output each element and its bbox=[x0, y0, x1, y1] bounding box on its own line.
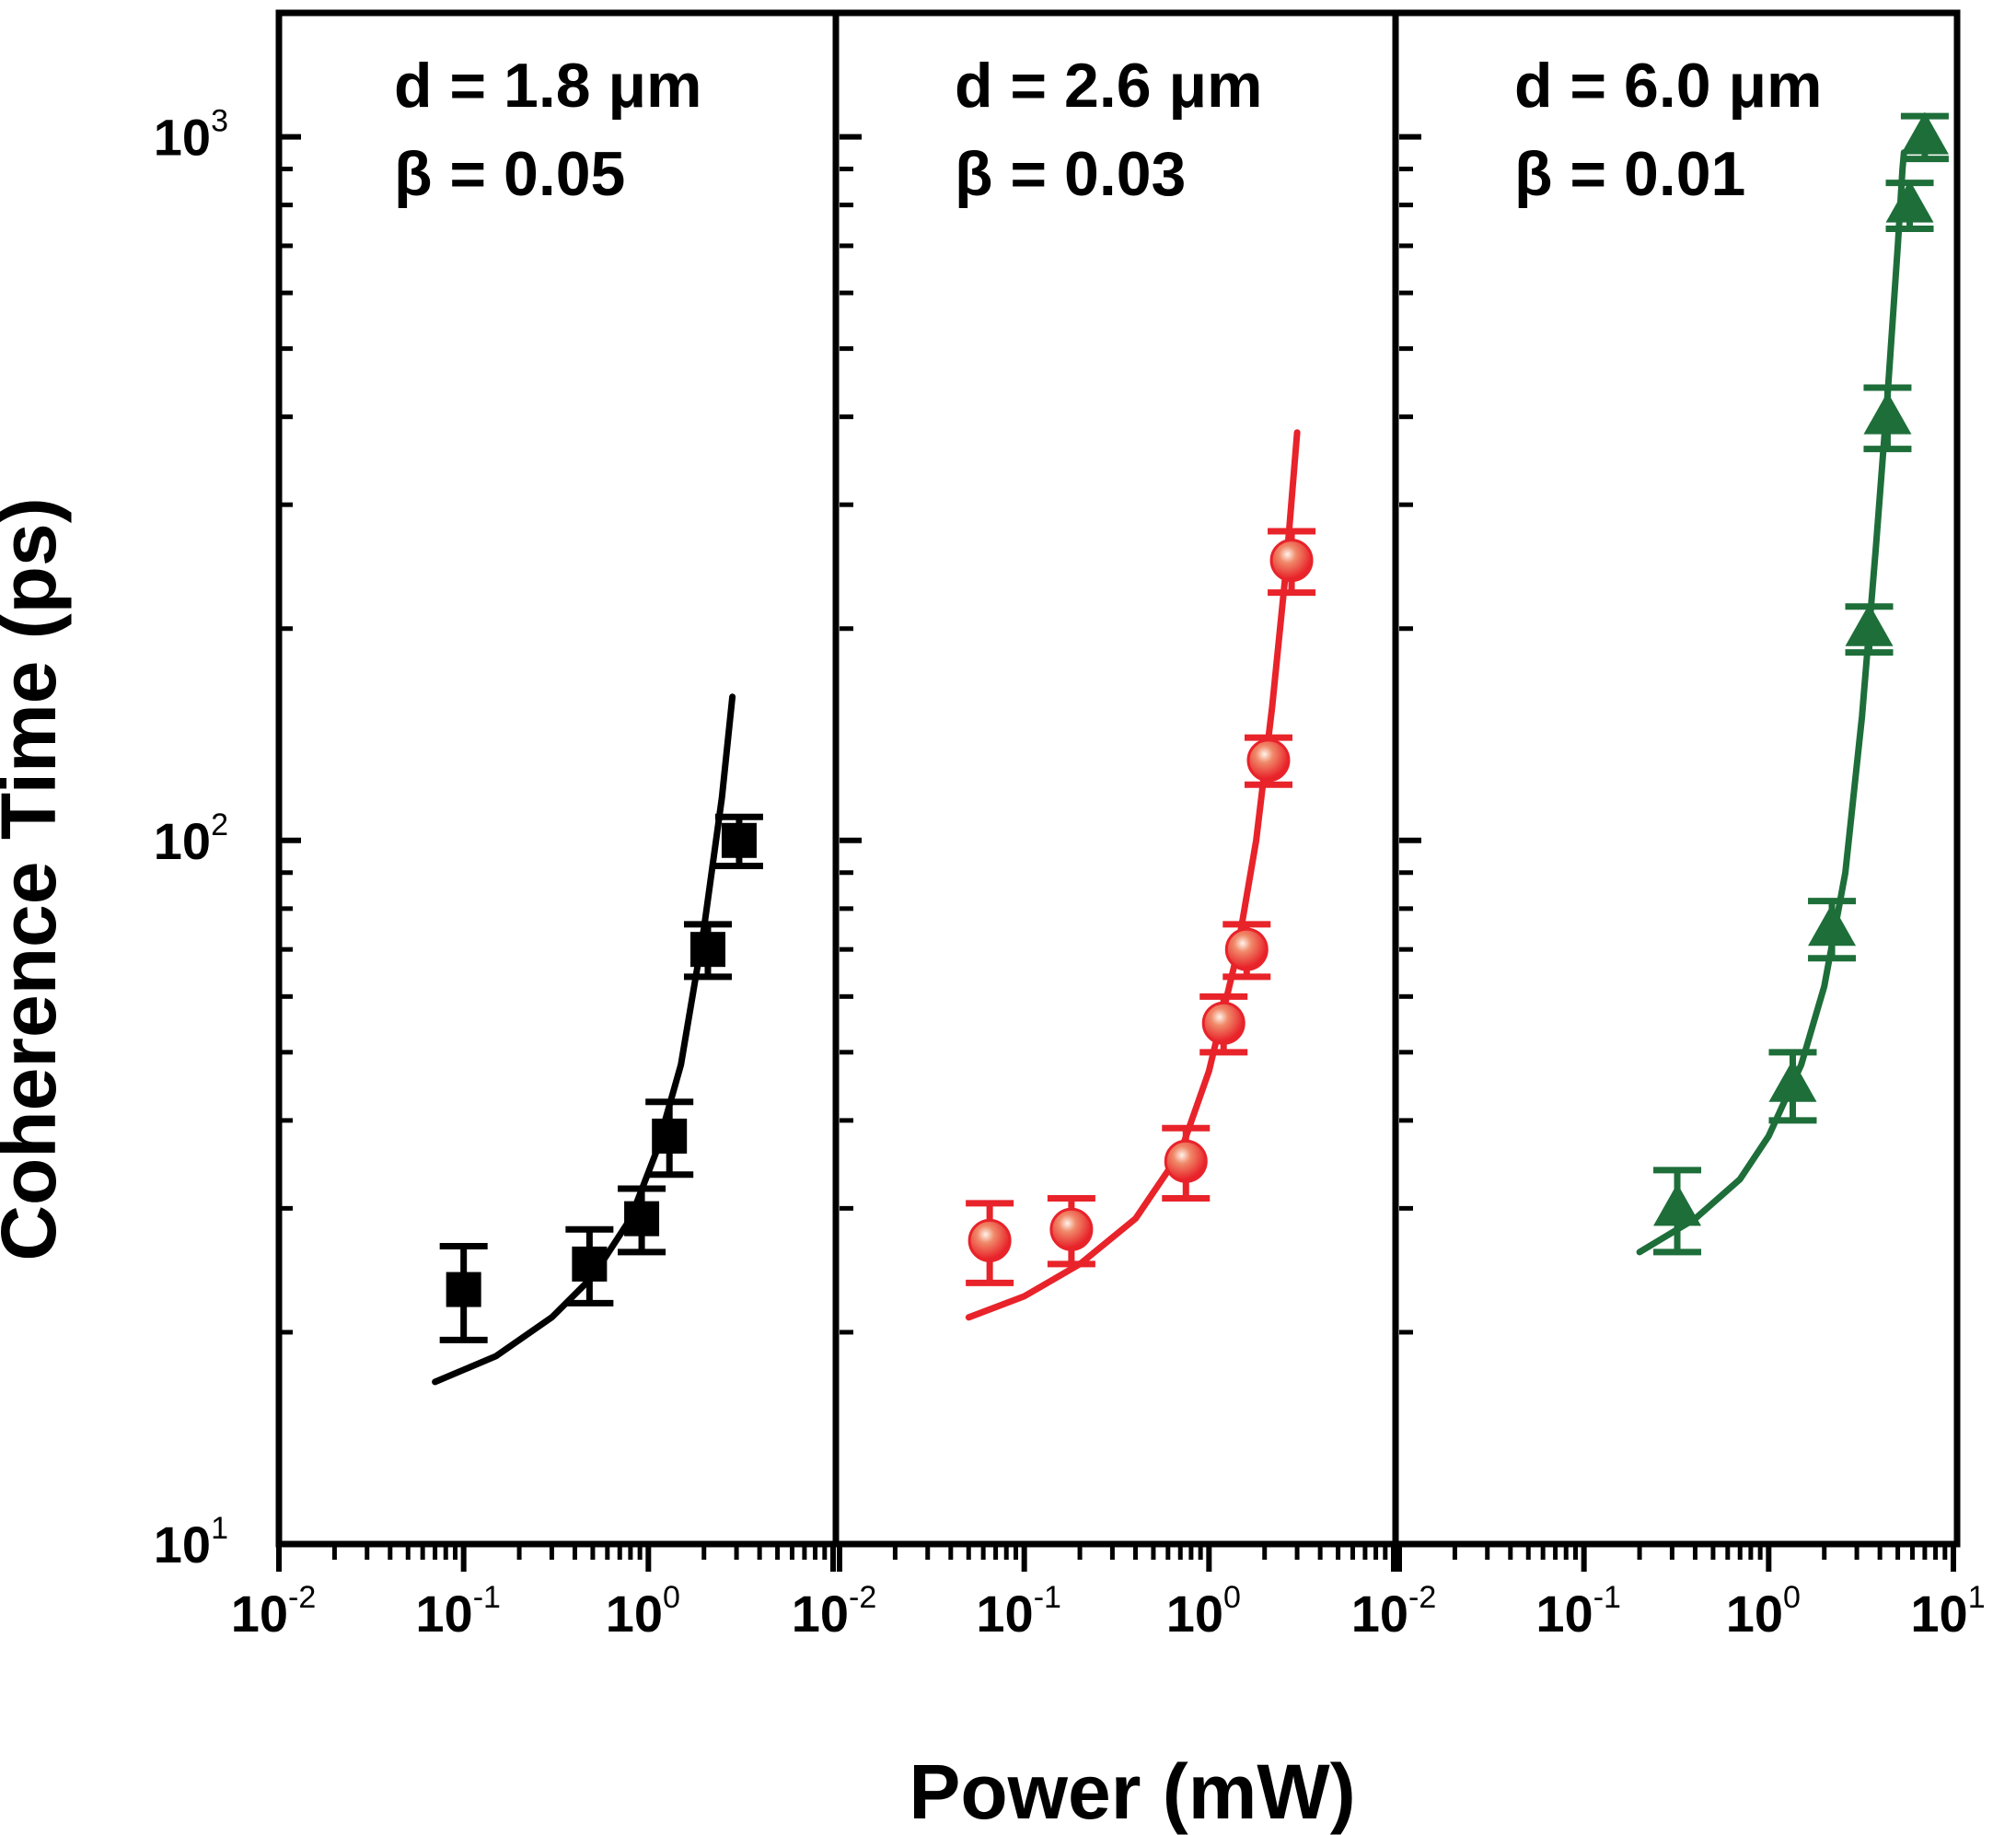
y-tick-label-exponent: 2 bbox=[211, 807, 228, 842]
circle-marker bbox=[1049, 1207, 1094, 1251]
x-tick-label: 10-1 bbox=[976, 1580, 1061, 1643]
circle-marker bbox=[1224, 927, 1269, 971]
data-point bbox=[1199, 993, 1248, 1056]
square-marker bbox=[689, 932, 725, 968]
data-point bbox=[1268, 528, 1316, 597]
panel-title: d = 2.6 μm bbox=[955, 51, 1263, 121]
x-tick-label: 101 bbox=[1910, 1580, 1985, 1643]
data-point bbox=[1863, 384, 1912, 453]
panel-subtitle: β = 0.03 bbox=[955, 139, 1186, 209]
x-tick-label-base: 10 bbox=[792, 1585, 849, 1643]
x-tick-label: 10-1 bbox=[415, 1580, 501, 1643]
plot-frame bbox=[275, 9, 1961, 1548]
square-marker bbox=[572, 1246, 608, 1282]
y-tick-label-exponent: 1 bbox=[211, 1511, 228, 1546]
panel-subtitle: β = 0.01 bbox=[1514, 139, 1745, 209]
x-axis-label: Power (mW) bbox=[909, 1748, 1355, 1835]
data-point bbox=[1845, 603, 1894, 656]
x-tick-label-base: 10 bbox=[606, 1585, 663, 1643]
y-tick-label-base: 10 bbox=[154, 812, 211, 870]
x-tick-label-exponent: 0 bbox=[663, 1580, 680, 1615]
circle-marker bbox=[1246, 738, 1291, 783]
data-point bbox=[565, 1225, 614, 1307]
data-point bbox=[1653, 1167, 1702, 1256]
fit-curve bbox=[965, 429, 1301, 1321]
x-tick-label: 10-1 bbox=[1535, 1580, 1621, 1643]
square-marker bbox=[624, 1201, 660, 1237]
y-tick-label: 103 bbox=[154, 104, 228, 167]
x-tick-label-exponent: -2 bbox=[849, 1580, 876, 1615]
data-point bbox=[966, 1200, 1014, 1286]
x-tick-label-base: 10 bbox=[1910, 1585, 1967, 1643]
x-tick-label-exponent: -2 bbox=[1408, 1580, 1436, 1615]
x-tick-label: 10-2 bbox=[792, 1580, 877, 1643]
data-point bbox=[1222, 921, 1271, 981]
circle-marker bbox=[1269, 539, 1314, 583]
x-tick-label-base: 10 bbox=[415, 1585, 472, 1643]
x-tick-label-exponent: 0 bbox=[1223, 1580, 1241, 1615]
triangle-marker bbox=[1768, 1059, 1817, 1102]
data-point bbox=[645, 1098, 694, 1179]
triangle-marker bbox=[1863, 391, 1912, 435]
panel-title: d = 6.0 μm bbox=[1514, 51, 1823, 121]
data-point bbox=[1900, 111, 1949, 163]
x-tick-label: 100 bbox=[606, 1580, 680, 1643]
x-tick-label-exponent: -1 bbox=[473, 1580, 501, 1615]
x-tick-label-base: 10 bbox=[1166, 1585, 1223, 1643]
x-tick-label: 10-2 bbox=[231, 1580, 317, 1643]
y-tick-label-base: 10 bbox=[154, 1516, 211, 1574]
panel-subtitle: β = 0.05 bbox=[394, 139, 625, 209]
y-tick-label-base: 10 bbox=[154, 109, 211, 167]
y-axis-label: Coherence Time (ps) bbox=[0, 497, 72, 1260]
x-tick-label: 100 bbox=[1166, 1580, 1241, 1643]
x-tick-label-base: 10 bbox=[1535, 1585, 1593, 1643]
x-tick-label-base: 10 bbox=[1726, 1585, 1783, 1643]
triangle-marker bbox=[1808, 903, 1857, 947]
fit-curve bbox=[1636, 149, 1907, 1256]
data-point bbox=[618, 1185, 666, 1256]
x-tick-label-exponent: 0 bbox=[1783, 1580, 1801, 1615]
data-point bbox=[1808, 898, 1857, 962]
panel-title: d = 1.8 μm bbox=[394, 51, 702, 121]
data-point bbox=[683, 921, 732, 981]
x-tick-label-base: 10 bbox=[976, 1585, 1033, 1643]
circle-marker bbox=[967, 1218, 1012, 1262]
y-tick-label: 102 bbox=[154, 807, 228, 870]
square-marker bbox=[446, 1272, 481, 1307]
data-point bbox=[439, 1243, 488, 1343]
y-tick-label-exponent: 3 bbox=[211, 104, 228, 139]
triangle-marker bbox=[1845, 603, 1894, 646]
y-tick-label: 101 bbox=[154, 1511, 228, 1574]
data-point bbox=[714, 813, 763, 869]
data-point bbox=[1162, 1124, 1211, 1202]
data-point bbox=[1885, 180, 1934, 233]
x-tick-label: 10-2 bbox=[1351, 1580, 1437, 1643]
data-point bbox=[1047, 1194, 1095, 1268]
x-tick-label-exponent: -2 bbox=[288, 1580, 316, 1615]
x-tick-label: 100 bbox=[1726, 1580, 1801, 1643]
square-marker bbox=[721, 822, 757, 858]
circle-marker bbox=[1164, 1139, 1208, 1183]
square-marker bbox=[652, 1118, 688, 1154]
outer-frame bbox=[275, 9, 1961, 1548]
data-point bbox=[1768, 1049, 1817, 1124]
triangle-marker bbox=[1900, 111, 1949, 155]
triangle-marker bbox=[1653, 1183, 1702, 1226]
x-tick-label-exponent: -1 bbox=[1034, 1580, 1061, 1615]
data-point bbox=[1244, 734, 1292, 788]
x-tick-label-exponent: -1 bbox=[1593, 1580, 1621, 1615]
x-tick-label-base: 10 bbox=[1351, 1585, 1408, 1643]
triangle-marker bbox=[1885, 180, 1934, 223]
x-tick-label-exponent: 1 bbox=[1968, 1580, 1986, 1615]
circle-marker bbox=[1201, 1001, 1246, 1045]
x-tick-label-base: 10 bbox=[231, 1585, 288, 1643]
